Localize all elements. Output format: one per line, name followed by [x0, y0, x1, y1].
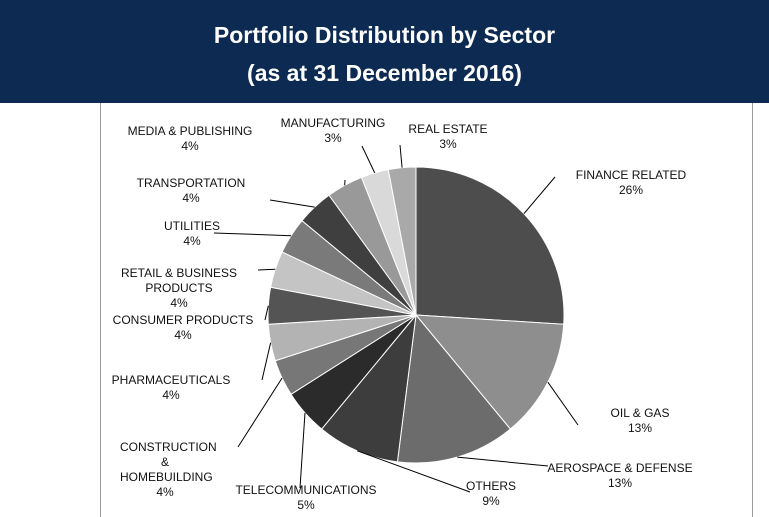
- slice-label: RETAIL & BUSINESS PRODUCTS: [120, 266, 238, 295]
- slice-value: 3%: [439, 137, 457, 151]
- slice-value: 9%: [482, 494, 500, 508]
- leader-line: [237, 377, 283, 448]
- leader-line: [264, 305, 269, 321]
- slice-value: 4%: [183, 234, 201, 248]
- slice-value: 4%: [156, 485, 174, 499]
- leader-line: [547, 381, 579, 426]
- leader-line: [299, 412, 306, 489]
- slice-label: OTHERS: [465, 479, 516, 493]
- slice-value: 3%: [324, 131, 342, 145]
- slice-value: 4%: [170, 296, 188, 310]
- leader-line: [399, 144, 403, 168]
- slice-label: TELECOMMUNICATIONS: [235, 483, 377, 497]
- slice-label: FINANCE RELATED: [575, 168, 687, 182]
- leader-line: [257, 268, 276, 271]
- leader-line: [523, 176, 556, 215]
- slice-label: AEROSPACE & DEFENSE: [547, 461, 693, 475]
- slice-label: TRANSPORTATION: [136, 176, 246, 190]
- chart-title: Portfolio Distribution by Sector: [213, 22, 556, 48]
- slice-value: 13%: [627, 421, 653, 435]
- chart-subtitle: (as at 31 December 2016): [247, 60, 522, 86]
- slice-value: 4%: [181, 139, 199, 153]
- leader-line: [361, 145, 376, 174]
- slice-label: MANUFACTURING: [280, 116, 386, 130]
- slice-label: MEDIA & PUBLISHING: [127, 124, 253, 138]
- slice-label: OIL & GAS: [610, 406, 670, 420]
- slice-label: PHARMACEUTICALS: [111, 373, 231, 387]
- leader-line: [269, 199, 315, 208]
- slice-label: REAL ESTATE: [408, 122, 488, 136]
- slice-value: 4%: [162, 388, 180, 402]
- slice-value: 26%: [618, 183, 644, 197]
- leader-line: [457, 456, 549, 467]
- leader-line: [357, 450, 471, 493]
- slice-label: UTILITIES: [163, 219, 220, 233]
- header: Portfolio Distribution by Sector (as at …: [0, 0, 769, 103]
- slice-value: 13%: [607, 476, 633, 490]
- leader-line: [261, 342, 272, 381]
- slice-value: 4%: [182, 191, 200, 205]
- leader-line: [213, 232, 292, 237]
- pie-slice: [415, 166, 565, 325]
- slice-value: 5%: [297, 498, 315, 512]
- slice-label: CONSUMER PRODUCTS: [112, 313, 254, 327]
- slice-label: CONSTRUCTION & HOMEBUILDING: [120, 440, 217, 484]
- slice-value: 4%: [174, 328, 192, 342]
